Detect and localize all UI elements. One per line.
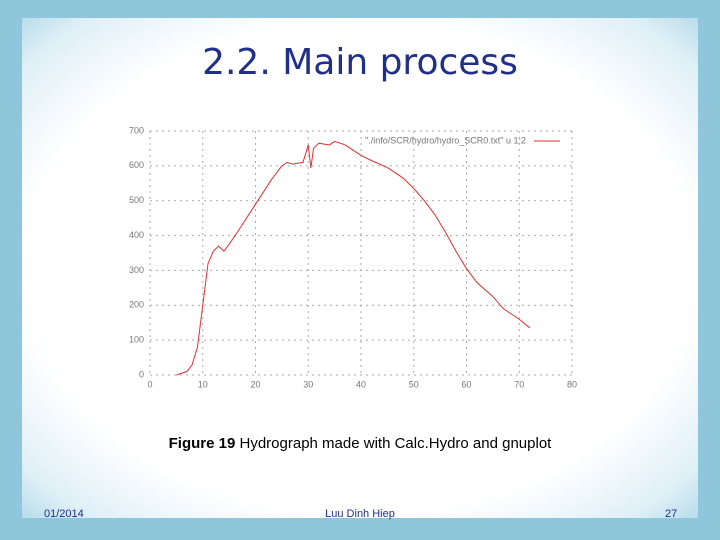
y-tick-label: 0 [139, 369, 144, 379]
x-tick-label: 60 [461, 379, 471, 389]
x-tick-label: 10 [198, 379, 208, 389]
y-tick-label: 700 [129, 125, 144, 135]
data-line [176, 140, 531, 376]
x-tick-label: 50 [409, 379, 419, 389]
figure-number: Figure 19 [168, 435, 236, 452]
caption-text: Hydrograph made with Calc.Hydro and gnup… [239, 435, 552, 452]
x-tick-label: 40 [356, 379, 366, 389]
y-tick-label: 100 [129, 335, 144, 345]
x-tick-label: 0 [147, 379, 152, 389]
y-tick-label: 200 [129, 300, 144, 310]
slide-title: 2.2. Main process [202, 42, 518, 83]
footer-page: 27 [665, 508, 678, 520]
y-tick-label: 400 [129, 230, 144, 240]
plot-background [118, 120, 588, 395]
x-tick-label: 80 [567, 379, 577, 389]
legend-label: "./info/SCR/hydro/hydro_SCR0.txt" u 1:2 [365, 135, 526, 145]
y-tick-label: 300 [129, 265, 144, 275]
x-tick-label: 70 [514, 379, 524, 389]
footer-author: Luu Dinh Hiep [325, 508, 395, 520]
x-tick-label: 20 [250, 379, 260, 389]
y-tick-label: 600 [129, 160, 144, 170]
y-tick-label: 500 [129, 195, 144, 205]
figure-caption: Figure 19 Hydrograph made with Calc.Hydr… [0, 435, 720, 452]
x-tick-label: 30 [303, 379, 313, 389]
footer-date: 01/2014 [44, 508, 84, 520]
